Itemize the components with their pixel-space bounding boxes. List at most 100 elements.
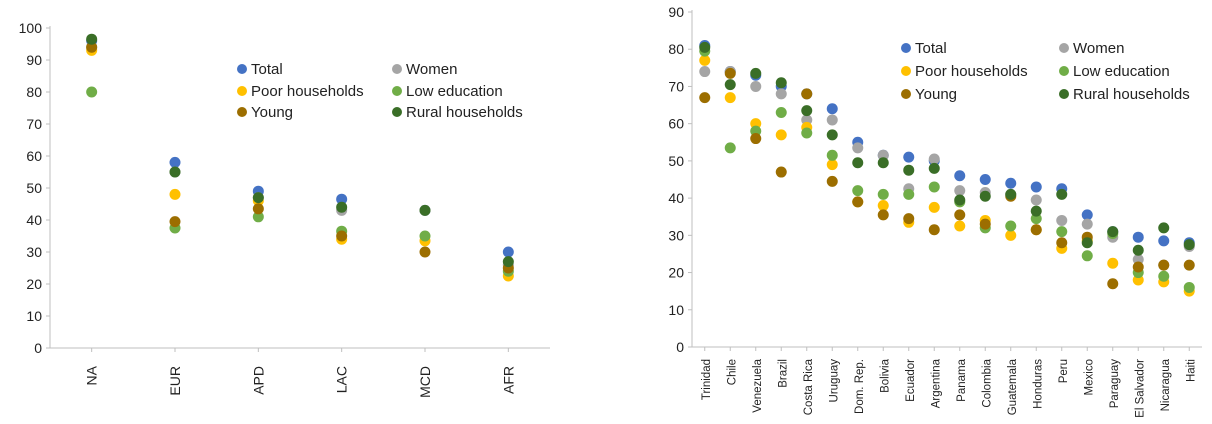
x-tick-label: Brazil [777, 359, 789, 388]
point-total-el-salvador [1132, 231, 1144, 243]
point-women-peru [1056, 214, 1068, 226]
point-poor-households-chile [724, 92, 736, 104]
point-low-education-dom-rep [852, 185, 864, 197]
point-poor-households-guatemala [1005, 229, 1017, 241]
point-rural-households-honduras [1030, 205, 1042, 217]
point-young-bolivia [877, 209, 889, 221]
point-low-education-apd [252, 211, 264, 223]
point-young-el-salvador [1132, 261, 1144, 273]
point-poor-households-brazil [775, 129, 787, 141]
legend-label-rural-households: Rural households [1073, 86, 1190, 103]
legend-label-young: Young [251, 104, 293, 121]
point-rural-households-dom-rep [852, 157, 864, 169]
y-tick-label: 80 [26, 84, 42, 100]
point-young-trinidad [699, 92, 711, 104]
point-women-panama [954, 185, 966, 197]
y-tick-label: 20 [26, 276, 42, 292]
point-total-uruguay [826, 103, 838, 115]
point-low-education-costa-rica [801, 127, 813, 139]
x-tick-label: Haiti [1185, 359, 1197, 382]
legend-label-poor-households: Poor households [915, 63, 1028, 80]
x-tick-label: Chile [726, 359, 738, 385]
point-rural-households-argentina [928, 162, 940, 174]
point-young-eur [169, 216, 181, 228]
x-tick-label: Uruguay [828, 359, 840, 403]
x-tick-label: Nicaragua [1160, 358, 1172, 411]
point-rural-households-peru [1056, 188, 1068, 200]
point-rural-households-brazil [775, 77, 787, 89]
legend-marker-rural-households [392, 107, 402, 117]
point-young-panama [954, 209, 966, 221]
x-tick-label: Mexico [1083, 359, 1095, 395]
point-rural-households-haiti [1183, 239, 1195, 251]
point-young-nicaragua [1158, 259, 1170, 271]
point-rural-households-mexico [1081, 237, 1093, 249]
point-rural-households-trinidad [699, 41, 711, 53]
x-tick-label: Colombia [981, 358, 993, 407]
y-tick-label: 100 [19, 20, 43, 36]
point-low-education-guatemala [1005, 220, 1017, 232]
point-low-education-mcd [419, 230, 431, 242]
y-tick-label: 60 [26, 148, 42, 164]
x-tick-label: Panama [956, 358, 968, 401]
point-poor-households-argentina [928, 201, 940, 213]
legend-label-women: Women [1073, 40, 1124, 57]
point-low-education-mexico [1081, 250, 1093, 262]
point-total-afr [502, 246, 514, 258]
y-tick-label: 90 [668, 4, 684, 20]
y-tick-label: 10 [26, 308, 42, 324]
point-young-argentina [928, 224, 940, 236]
point-young-haiti [1183, 259, 1195, 271]
point-total-panama [954, 170, 966, 182]
point-total-ecuador [903, 151, 915, 163]
point-total-honduras [1030, 181, 1042, 193]
point-poor-households-panama [954, 220, 966, 232]
y-tick-label: 60 [668, 116, 684, 132]
x-tick-label: APD [250, 366, 266, 395]
y-tick-label: 50 [26, 180, 42, 196]
point-women-brazil [775, 88, 787, 100]
point-young-lac [336, 230, 348, 242]
point-women-dom-rep [852, 142, 864, 154]
legend-label-women: Women [406, 61, 457, 78]
y-tick-label: 40 [26, 212, 42, 228]
point-rural-households-guatemala [1005, 188, 1017, 200]
y-tick-label: 30 [668, 227, 684, 243]
legend-marker-women [392, 64, 402, 74]
x-tick-label: Honduras [1032, 359, 1044, 409]
x-tick-label: LAC [334, 366, 350, 393]
point-total-lac [336, 193, 348, 205]
y-tick-label: 10 [668, 302, 684, 318]
point-young-peru [1056, 237, 1068, 249]
legend-marker-total [237, 64, 247, 74]
x-tick-label: Paraguay [1109, 359, 1121, 408]
legend-label-low-education: Low education [1073, 63, 1170, 80]
point-young-ecuador [903, 213, 915, 225]
point-total-nicaragua [1158, 235, 1170, 247]
legend-marker-poor-households [237, 86, 247, 96]
point-poor-households-uruguay [826, 159, 838, 171]
point-low-education-uruguay [826, 149, 838, 161]
point-low-education-bolivia [877, 188, 889, 200]
point-low-education-chile [724, 142, 736, 154]
point-young-honduras [1030, 224, 1042, 236]
point-low-education-peru [1056, 226, 1068, 238]
y-tick-label: 90 [26, 52, 42, 68]
point-poor-households-eur [169, 188, 181, 200]
y-tick-label: 70 [26, 116, 42, 132]
x-tick-label: EUR [167, 366, 183, 396]
point-women-trinidad [699, 66, 711, 78]
x-tick-label: Ecuador [905, 359, 917, 402]
point-young-apd [252, 203, 264, 215]
point-women-honduras [1030, 194, 1042, 206]
point-rural-households-costa-rica [801, 105, 813, 117]
y-tick-label: 30 [26, 244, 42, 260]
x-tick-label: Bolivia [879, 358, 891, 392]
point-poor-households-trinidad [699, 54, 711, 66]
point-young-brazil [775, 166, 787, 178]
legend-label-poor-households: Poor households [251, 83, 364, 100]
x-tick-label: Dom. Rep. [854, 359, 866, 414]
x-tick-label: Guatemala [1007, 358, 1019, 415]
x-tick-label: Argentina [930, 358, 942, 408]
